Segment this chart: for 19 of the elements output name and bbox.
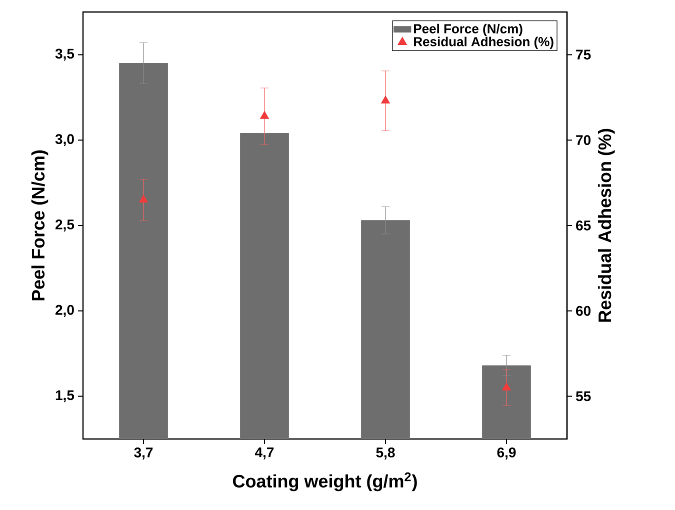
x-tick-label: 4,7: [254, 448, 274, 460]
y-tick-label: 1,5: [56, 390, 74, 402]
y2-tick-label: 55: [576, 391, 591, 402]
x-tick-label: 3,7: [134, 448, 153, 460]
y2-tick-label: 70: [576, 135, 591, 146]
y-tick-label: 2,5: [55, 220, 74, 232]
legend-label: Residual Adhesion (%): [414, 36, 554, 49]
y-tick-label: 3,5: [55, 48, 74, 61]
y2-tick-label: 60: [576, 306, 591, 316]
x-tick-label: 6,9: [497, 448, 516, 460]
x-tick-label: 5,8: [376, 448, 395, 460]
y2-tick-label: 65: [576, 220, 591, 230]
y-tick-label: 3,0: [55, 134, 74, 146]
y2-tick-label: 75: [576, 50, 591, 60]
legend-label: Peel Force (N/cm): [414, 24, 522, 36]
x-axis-title: Coating weight (g/m$^{2}$): [232, 472, 417, 492]
y-tick-label: 2,0: [55, 304, 74, 317]
y-axis-title: Peel Force (N/cm): [31, 150, 48, 300]
y2-axis-title: Residual Adhesion (%): [598, 128, 615, 322]
